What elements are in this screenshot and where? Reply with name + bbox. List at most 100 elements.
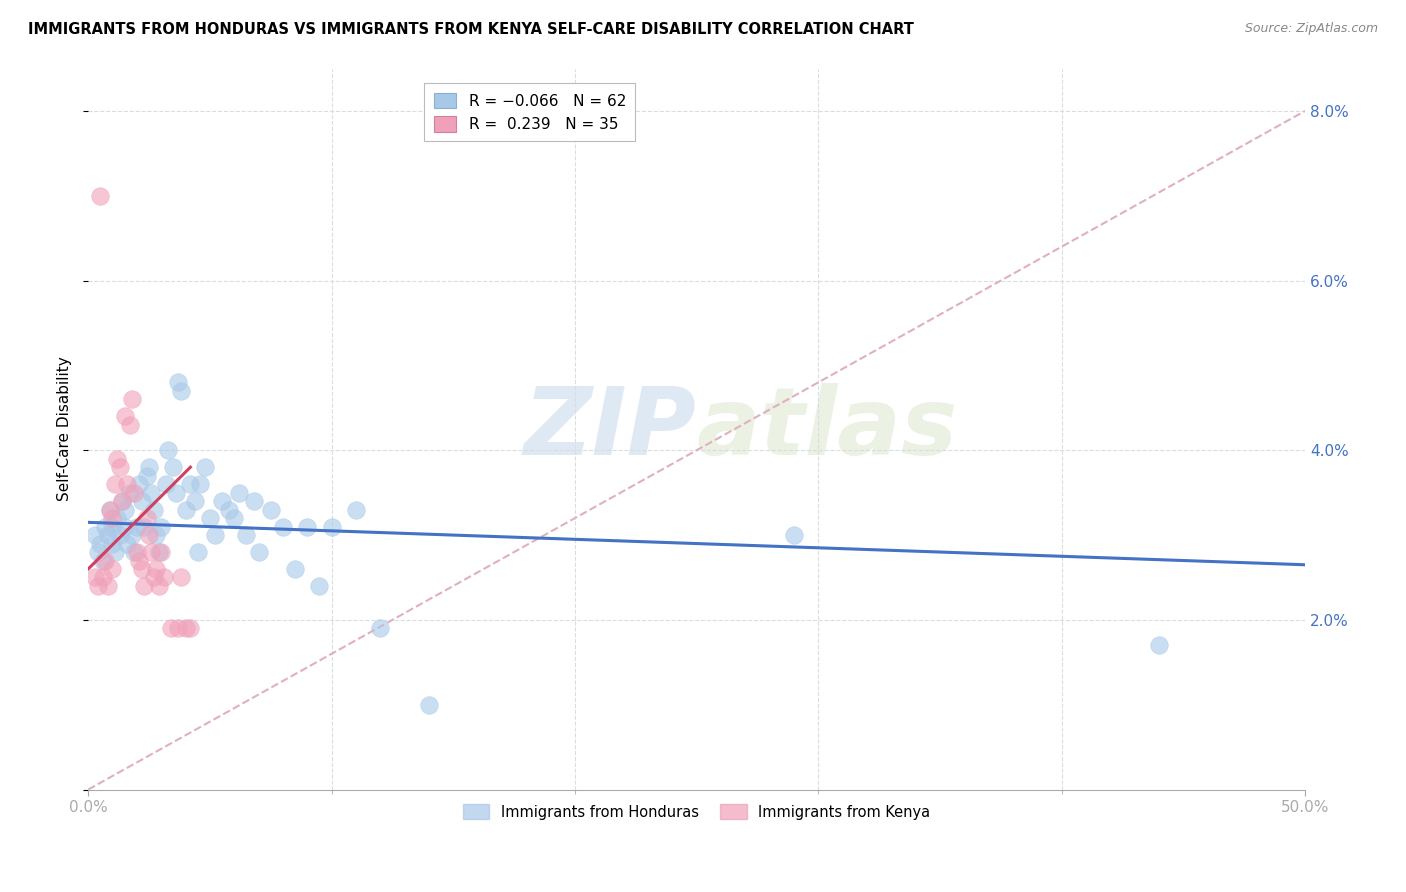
Point xyxy=(135,468,157,483)
Point xyxy=(98,502,121,516)
Point xyxy=(179,621,201,635)
Point xyxy=(152,570,174,584)
Point xyxy=(114,519,136,533)
Point xyxy=(108,528,131,542)
Point xyxy=(142,570,165,584)
Point xyxy=(308,579,330,593)
Point xyxy=(418,698,440,712)
Legend: Immigrants from Honduras, Immigrants from Kenya: Immigrants from Honduras, Immigrants fro… xyxy=(457,798,936,825)
Point xyxy=(169,384,191,398)
Point xyxy=(108,460,131,475)
Point xyxy=(148,545,170,559)
Point xyxy=(169,570,191,584)
Point xyxy=(89,188,111,202)
Point xyxy=(174,502,197,516)
Point xyxy=(114,409,136,424)
Point xyxy=(135,511,157,525)
Point xyxy=(101,562,124,576)
Point xyxy=(105,451,128,466)
Point xyxy=(104,545,127,559)
Point xyxy=(104,477,127,491)
Point xyxy=(84,570,107,584)
Point xyxy=(89,536,111,550)
Point xyxy=(228,485,250,500)
Point xyxy=(242,494,264,508)
Point xyxy=(131,562,153,576)
Point xyxy=(148,579,170,593)
Point xyxy=(167,376,190,390)
Point xyxy=(105,511,128,525)
Point xyxy=(134,579,156,593)
Point xyxy=(145,562,167,576)
Point xyxy=(142,502,165,516)
Point xyxy=(124,545,146,559)
Point xyxy=(235,528,257,542)
Text: ZIP: ZIP xyxy=(524,383,696,475)
Point xyxy=(295,519,318,533)
Point xyxy=(224,511,246,525)
Text: IMMIGRANTS FROM HONDURAS VS IMMIGRANTS FROM KENYA SELF-CARE DISABILITY CORRELATI: IMMIGRANTS FROM HONDURAS VS IMMIGRANTS F… xyxy=(28,22,914,37)
Point xyxy=(198,511,221,525)
Point xyxy=(125,519,148,533)
Point xyxy=(87,579,110,593)
Point xyxy=(150,545,173,559)
Point xyxy=(179,477,201,491)
Point xyxy=(155,477,177,491)
Point xyxy=(111,494,134,508)
Point xyxy=(368,621,391,635)
Point xyxy=(344,502,367,516)
Point xyxy=(167,621,190,635)
Point xyxy=(97,579,120,593)
Point xyxy=(131,494,153,508)
Point xyxy=(194,460,217,475)
Point xyxy=(271,519,294,533)
Point xyxy=(128,553,150,567)
Point xyxy=(218,502,240,516)
Text: atlas: atlas xyxy=(696,383,957,475)
Point xyxy=(121,392,143,407)
Point xyxy=(160,621,183,635)
Point xyxy=(98,502,121,516)
Point xyxy=(188,477,211,491)
Point xyxy=(174,621,197,635)
Point xyxy=(91,553,114,567)
Point xyxy=(184,494,207,508)
Point xyxy=(321,519,343,533)
Point xyxy=(94,553,117,567)
Point xyxy=(1147,638,1170,652)
Point xyxy=(134,519,156,533)
Point xyxy=(94,519,117,533)
Point xyxy=(118,417,141,432)
Point xyxy=(145,528,167,542)
Point xyxy=(128,477,150,491)
Point xyxy=(165,485,187,500)
Point xyxy=(138,460,160,475)
Point xyxy=(150,519,173,533)
Point xyxy=(115,477,138,491)
Point xyxy=(125,545,148,559)
Point xyxy=(118,485,141,500)
Point xyxy=(91,570,114,584)
Point xyxy=(204,528,226,542)
Text: Source: ZipAtlas.com: Source: ZipAtlas.com xyxy=(1244,22,1378,36)
Point xyxy=(111,494,134,508)
Point xyxy=(87,545,110,559)
Point xyxy=(162,460,184,475)
Point xyxy=(247,545,270,559)
Point xyxy=(101,536,124,550)
Point xyxy=(138,528,160,542)
Point xyxy=(121,528,143,542)
Point xyxy=(260,502,283,516)
Point xyxy=(115,536,138,550)
Point xyxy=(157,443,180,458)
Point xyxy=(114,502,136,516)
Point xyxy=(124,485,146,500)
Point xyxy=(101,511,124,525)
Point xyxy=(141,545,163,559)
Point xyxy=(187,545,209,559)
Point xyxy=(84,528,107,542)
Point xyxy=(141,485,163,500)
Y-axis label: Self-Care Disability: Self-Care Disability xyxy=(58,357,72,501)
Point xyxy=(284,562,307,576)
Point xyxy=(97,528,120,542)
